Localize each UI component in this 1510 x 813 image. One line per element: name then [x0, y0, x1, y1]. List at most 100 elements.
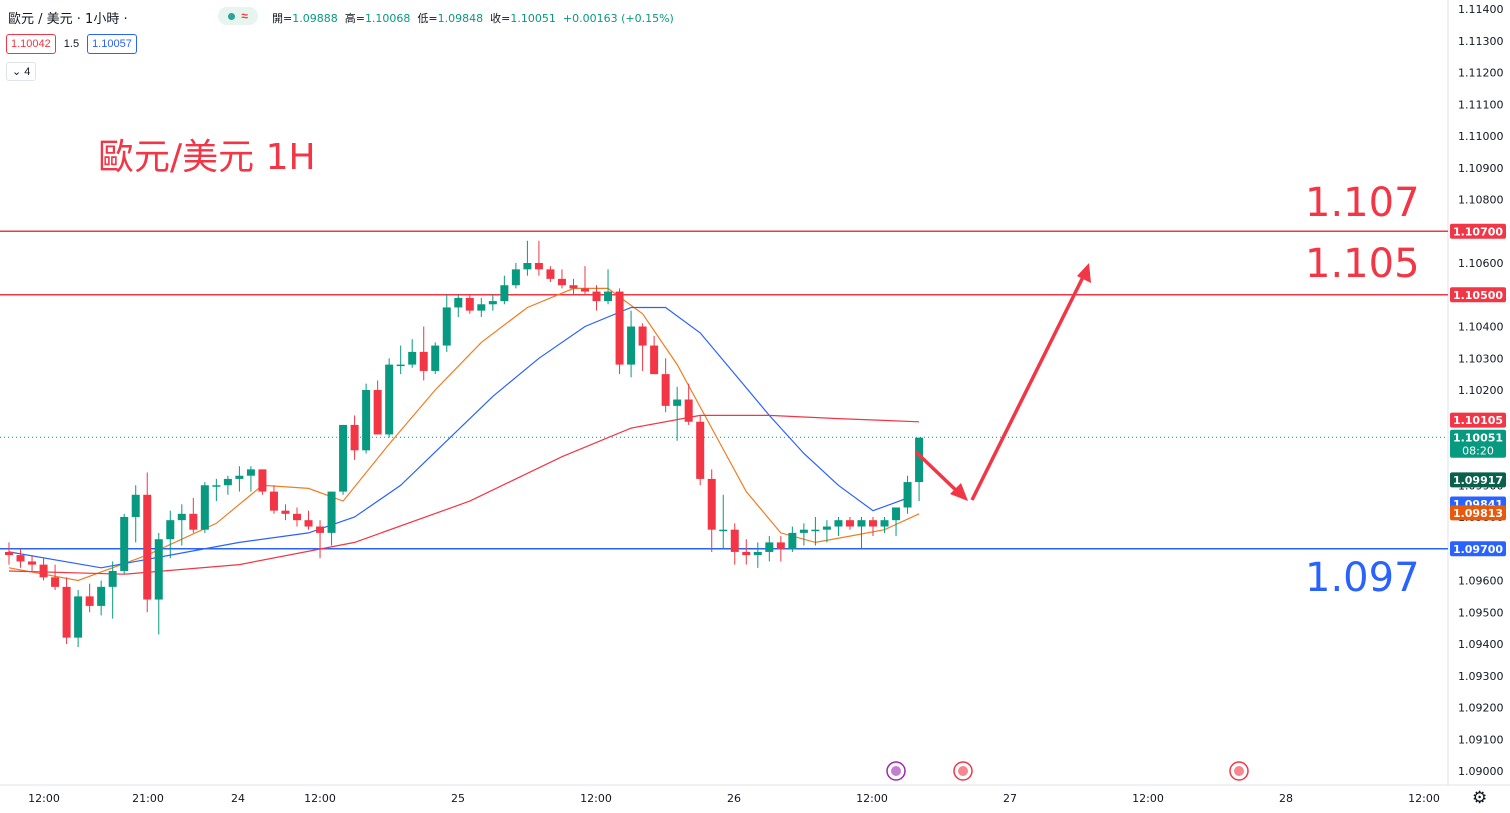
candle-body	[845, 520, 854, 527]
candle-body	[189, 513, 198, 530]
market-status-pill[interactable]: ≈	[218, 7, 258, 25]
arrow-up-head	[1077, 263, 1091, 283]
time-tick-label: 12:00	[1132, 792, 1164, 805]
symbol-title[interactable]: 歐元 / 美元 · 1小時 ·	[8, 12, 128, 27]
candle-body	[581, 288, 589, 292]
ohlc-values: 開=1.09888 高=1.10068 低=1.09848 收=1.10051 …	[272, 10, 674, 26]
candle-body	[799, 529, 808, 533]
price-label-box	[1450, 287, 1506, 303]
time-tick-label: 28	[1279, 792, 1293, 805]
close-label: 收=	[490, 12, 511, 25]
price-label-text: 1.10051	[1453, 431, 1503, 444]
candle-body	[258, 469, 267, 492]
price-label-text: 1.10500	[1453, 289, 1503, 302]
price-tick-label: 1.11400	[1458, 3, 1504, 16]
event-flag-icon-inner	[958, 766, 968, 776]
time-tick-label: 27	[1003, 792, 1017, 805]
candle-body	[454, 297, 463, 308]
candle-body	[615, 291, 624, 365]
candle-body	[293, 513, 301, 521]
candle-body	[408, 351, 417, 365]
candle-body	[154, 539, 163, 600]
candle-body	[177, 513, 186, 521]
candle-body	[97, 586, 106, 606]
candle-body	[339, 424, 348, 492]
chart-annotation-title: 歐元/美元 1H	[98, 137, 316, 178]
price-tick-label: 1.11300	[1458, 35, 1504, 48]
price-tick-label: 1.09100	[1458, 733, 1504, 746]
candle-body	[661, 374, 670, 406]
time-tick-label: 12:00	[28, 792, 60, 805]
candle-body	[143, 494, 152, 600]
sell-button[interactable]: 1.10042	[6, 34, 56, 54]
candle-body	[235, 475, 244, 479]
candle-body	[857, 520, 866, 527]
candle-body	[707, 478, 716, 530]
candle-body	[569, 285, 578, 289]
open-label: 開=	[272, 12, 293, 25]
candle-body	[74, 596, 83, 638]
candle-body	[892, 507, 901, 521]
spread-value: 1.5	[63, 38, 80, 50]
price-label-text: 1.10700	[1453, 225, 1503, 238]
event-flag-icon-inner	[1234, 766, 1244, 776]
price-tick-label: 1.11200	[1458, 67, 1504, 80]
level-label-1097: 1.097	[1305, 555, 1420, 601]
arrow-up-line	[970, 274, 1086, 501]
candle-body	[362, 390, 371, 451]
candle-body	[592, 291, 601, 302]
price-tick-label: 1.10900	[1458, 162, 1504, 175]
gear-icon[interactable]: ⚙	[1472, 788, 1488, 807]
candle-body	[765, 542, 774, 552]
price-label-text: 1.10105	[1453, 414, 1503, 427]
candle-body	[327, 491, 336, 533]
candle-body	[869, 520, 877, 527]
arrow-down-head	[950, 483, 968, 501]
candle-body	[822, 526, 831, 530]
price-label-box	[1450, 541, 1506, 557]
moving-average-line	[8, 306, 908, 569]
candle-body	[5, 551, 13, 556]
chevron-down-icon: ⌄	[12, 66, 22, 78]
price-tick-label: 1.09200	[1458, 702, 1504, 715]
candle-body	[269, 491, 278, 511]
candle-body	[62, 586, 71, 638]
price-tick-label: 1.10400	[1458, 321, 1504, 334]
candle-body	[200, 485, 209, 530]
price-tick-label: 1.10300	[1458, 352, 1504, 365]
price-tick-label: 1.09300	[1458, 670, 1504, 683]
candle-body	[638, 326, 647, 346]
market-open-icon	[228, 12, 236, 20]
price-label-box	[1450, 505, 1506, 521]
candle-body	[719, 529, 728, 532]
candle-body	[281, 510, 290, 514]
candle-body	[788, 532, 797, 549]
price-label-text: 1.09700	[1453, 543, 1503, 556]
candle-body	[212, 485, 221, 487]
time-tick-label: 12:00	[304, 792, 336, 805]
low-label: 低=	[417, 12, 438, 25]
time-tick-label: 25	[451, 792, 465, 805]
price-label-box	[1450, 412, 1506, 428]
candle-body	[16, 555, 25, 562]
candle-body	[811, 529, 820, 532]
candle-body	[316, 526, 325, 533]
chart-header: 歐元 / 美元 · 1小時 ·	[8, 8, 128, 27]
high-value: 1.10068	[364, 12, 411, 25]
candle-body	[166, 520, 175, 540]
close-value: 1.10051	[510, 12, 556, 25]
moving-average-line	[8, 414, 920, 575]
buy-button[interactable]: 1.10057	[87, 34, 137, 54]
candle-body	[85, 596, 94, 606]
approx-icon: ≈	[241, 9, 248, 23]
high-label: 高=	[344, 12, 365, 25]
candle-body	[120, 517, 129, 571]
indicators-toggle[interactable]: ⌄ 4	[6, 62, 37, 81]
candle-body	[350, 424, 359, 451]
level-label-1107: 1.107	[1305, 180, 1420, 226]
countdown-text: 08:20	[1462, 444, 1494, 457]
candle-body	[650, 345, 659, 375]
price-tick-label: 1.11000	[1458, 130, 1504, 143]
price-label-text: 1.09917	[1453, 474, 1503, 487]
